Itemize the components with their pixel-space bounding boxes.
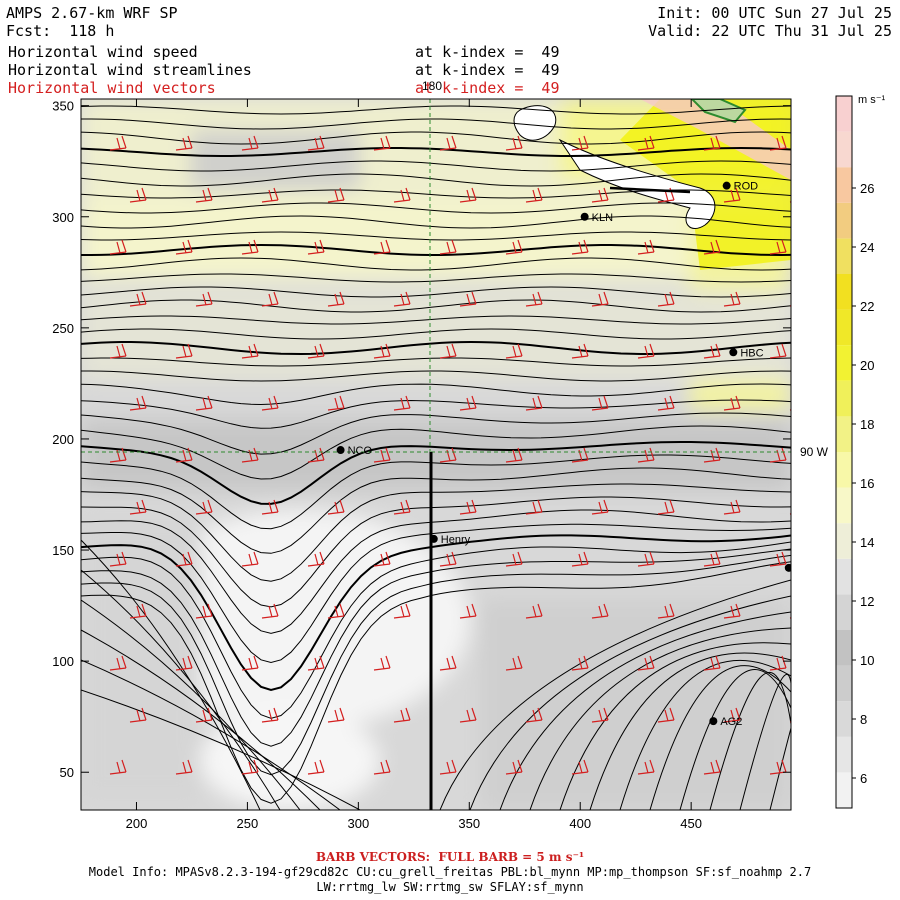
station-dot — [784, 563, 791, 572]
barb-note: BARB VECTORS: FULL BARB = 5 m s⁻¹ — [315, 850, 585, 864]
colorbar-swatch — [836, 630, 852, 666]
x-tick-label: 400 — [569, 816, 591, 831]
y-tick-label: 50 — [60, 765, 74, 780]
colorbar-units: m s⁻¹ — [858, 94, 886, 106]
x-tick-label: 350 — [458, 816, 480, 831]
colorbar-label: 12 — [860, 594, 874, 609]
field-level-streamlines: at k-index = 49 — [415, 61, 560, 79]
colorbar-swatch — [836, 487, 852, 524]
y-tick-label: 300 — [52, 210, 74, 225]
valid-time: Valid: 22 UTC Thu 31 Jul 25 — [648, 22, 892, 40]
model-info-line-1: Model Info: MPASv8.2.3-194-gf29cd82c CU:… — [88, 865, 812, 879]
station-label: HBC — [740, 347, 763, 359]
x-tick-label: 450 — [680, 816, 702, 831]
station-dot — [632, 86, 640, 94]
parallel-label: 90 W — [800, 445, 829, 459]
y-tick-label: 200 — [52, 432, 74, 447]
station-label: NCO — [348, 445, 373, 457]
init-time: Init: 00 UTC Sun 27 Jul 25 — [657, 4, 892, 22]
field-label-streamlines: Horizontal wind streamlines — [8, 61, 252, 79]
colorbar-label: 6 — [860, 771, 867, 786]
coastline-peninsula — [558, 138, 716, 230]
colorbar-label: 18 — [860, 417, 874, 432]
colorbar-swatch — [836, 345, 852, 381]
station-label: KLN — [592, 212, 613, 224]
y-tick-label: 250 — [52, 321, 74, 336]
station-label: ROD — [734, 181, 759, 193]
map-area: LV ROD KLN HBC NCO Henry AG2 — [81, 85, 791, 810]
colorbar-label: 16 — [860, 476, 874, 491]
x-axis: 200 250 300 350 400 450 — [126, 99, 702, 831]
station-markers: LV ROD KLN HBC NCO Henry AG2 — [336, 85, 791, 728]
station-dot — [729, 348, 738, 357]
station-label: LV — [643, 85, 656, 97]
colorbar-label: 10 — [860, 653, 874, 668]
colorbar-swatch — [836, 380, 852, 417]
y-tick-label: 350 — [52, 99, 74, 114]
colorbar-swatch — [836, 202, 852, 239]
colorbar-swatch — [836, 96, 852, 132]
model-title: AMPS 2.67-km WRF SP — [6, 4, 178, 22]
colorbar-label: 22 — [860, 299, 874, 314]
colorbar-swatch — [836, 523, 852, 559]
coastline-island — [513, 105, 557, 141]
colorbar-swatch — [836, 772, 852, 808]
field-label-vectors: Horizontal wind vectors — [8, 79, 216, 97]
colorbar-swatch — [836, 309, 852, 346]
station-label: AG2 — [720, 716, 742, 728]
colorbar-label: 20 — [860, 358, 874, 373]
colorbar: 26 24 22 20 18 16 14 12 10 8 6 — [835, 95, 874, 809]
colorbar-swatch — [836, 416, 852, 452]
colorbar-swatch — [836, 665, 852, 702]
colorbar-swatch — [836, 452, 852, 488]
station-dot — [336, 446, 345, 455]
colorbar-swatch — [836, 167, 852, 203]
field-label-speed: Horizontal wind speed — [8, 43, 198, 61]
colorbar-label: 14 — [860, 535, 874, 550]
station-dot — [709, 717, 718, 726]
colorbar-label: 26 — [860, 181, 874, 196]
y-tick-label: 100 — [52, 654, 74, 669]
colorbar-swatch — [836, 701, 852, 737]
colorbar-swatch — [836, 238, 852, 274]
colorbar-label: 24 — [860, 240, 874, 255]
station-dot — [722, 181, 731, 190]
field-level-vectors: at k-index = 49 — [415, 79, 560, 97]
x-tick-label: 200 — [126, 816, 148, 831]
colorbar-swatch — [836, 558, 852, 595]
x-tick-label: 250 — [237, 816, 259, 831]
colorbar-swatch — [836, 736, 852, 773]
colorbar-swatch — [836, 594, 852, 630]
station-dot — [580, 212, 589, 221]
map-frame — [80, 98, 792, 811]
forecast-hour: Fcst: 118 h — [6, 22, 115, 40]
field-level-speed: at k-index = 49 — [415, 43, 560, 61]
streamlines — [81, 105, 791, 810]
station-label: Henry — [441, 534, 471, 546]
meridian-label: 180 — [422, 79, 442, 93]
station-dot — [429, 534, 438, 543]
colorbar-swatch — [836, 131, 852, 168]
y-tick-label: 150 — [52, 543, 74, 558]
model-info-line-2: LW:rrtmg_lw SW:rrtmg_sw SFLAY:sf_mynn — [316, 880, 584, 894]
x-tick-label: 300 — [347, 816, 369, 831]
cross-section-line-2 — [609, 186, 691, 194]
colorbar-swatch — [836, 274, 852, 310]
colorbar-label: 8 — [860, 712, 867, 727]
wind-barbs — [109, 135, 791, 775]
land-patch — [690, 99, 747, 124]
y-axis: 50 100 150 200 250 300 350 — [52, 99, 791, 780]
